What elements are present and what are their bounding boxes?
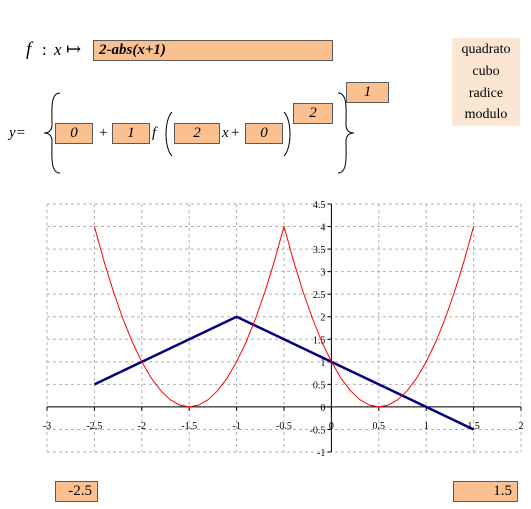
outer-power-input[interactable]: 1 [346,82,389,103]
y-tick-label: 2 [320,313,325,324]
power-value-input[interactable]: 2 [293,103,333,124]
x-tick-label: 0.5 [373,421,386,432]
menu-item-cubo[interactable]: cubo [472,64,500,79]
y-tick-label: 0 [320,403,325,414]
x-tick-label: -3 [43,421,51,432]
series-line-base [93,226,475,408]
d-value-input[interactable]: 0 [245,123,283,144]
colon: : [42,40,47,59]
x-tick-label: -0.5 [276,421,292,432]
y-tick-label: 1.5 [313,335,326,346]
plus-sign-2: + [231,125,240,141]
y-tick-label: 3 [320,268,325,279]
brace-right [337,92,355,174]
f-symbol-formula: f [152,125,157,141]
brace-left [43,92,61,174]
x-max-input[interactable]: 1.5 [453,481,518,502]
y-tick-label: -0.5 [310,425,326,436]
function-menu: quadrato cubo radice modulo [452,38,520,126]
y-tick-label: 2.5 [313,290,326,301]
y-tick-label: 4 [320,223,325,234]
menu-item-radice[interactable]: radice [468,86,504,101]
x-min-input[interactable]: -2.5 [55,481,98,502]
plus-sign-1: + [99,125,108,141]
f-symbol: f [26,39,32,60]
paren-left [165,111,173,157]
y-tick-label: 1 [320,358,325,369]
y-tick-label: 3.5 [313,245,326,256]
y-tick-label: 4.5 [313,200,326,211]
function-expression-input[interactable]: 2-abs(x+1) [93,40,333,61]
c-value-input[interactable]: 0 [55,123,93,144]
y-tick-label: 0.5 [313,380,326,391]
x-tick-label: 1 [424,421,429,432]
x-tick-label: 1.5 [467,421,480,432]
b-value-input[interactable]: 2 [174,123,220,144]
x-tick-label: -1.5 [181,421,197,432]
y-equals-label: y= [9,125,26,141]
x-tick-label: -2.5 [86,421,102,432]
menu-item-quadrato[interactable]: quadrato [461,42,511,57]
x-tick-label: -2 [138,421,146,432]
y-tick-label: -1 [317,448,325,459]
a-value-input[interactable]: 1 [112,123,150,144]
x-symbol: x [54,40,62,59]
maps-to-arrow: ↦ [66,39,82,59]
x-tick-label: -1 [232,421,240,432]
function-chart: -3 -2.5 -2 -1.5 -1 -0.5 0 0.5 1 1.5 2-1-0.500.511.… [43,200,524,459]
x-symbol-formula: x [222,125,229,141]
x-tick-label: 2 [519,421,524,432]
paren-right [283,111,291,157]
x-tick-label: 0 [329,421,334,432]
menu-item-modulo[interactable]: modulo [464,107,508,122]
